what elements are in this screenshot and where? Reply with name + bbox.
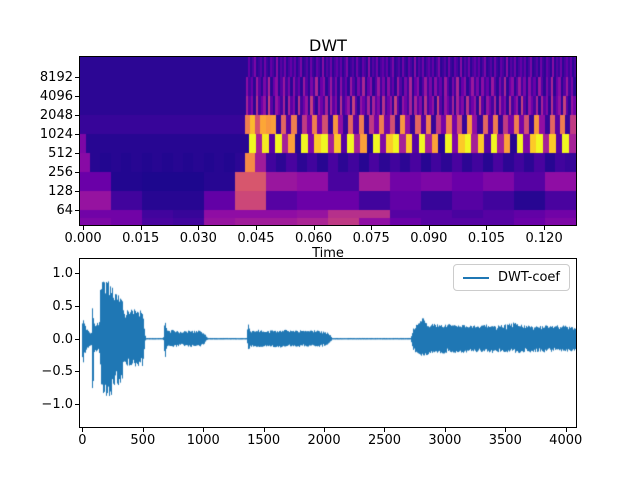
tick-mark bbox=[384, 428, 386, 432]
x-tick-label: 3500 bbox=[488, 433, 522, 448]
tick-mark bbox=[505, 428, 507, 432]
x-tick-label: 0.075 bbox=[352, 231, 390, 246]
tick-mark bbox=[198, 226, 200, 230]
x-tick-label: 0.090 bbox=[410, 231, 448, 246]
chart-title: DWT bbox=[309, 36, 347, 55]
x-axis-label-time: Time bbox=[312, 246, 344, 261]
x-tick-label: 1000 bbox=[186, 433, 220, 448]
tick-mark bbox=[75, 404, 79, 406]
y-tick-label: 2048 bbox=[39, 108, 73, 123]
y-tick-label: 512 bbox=[48, 146, 73, 161]
tick-mark bbox=[444, 428, 446, 432]
tick-mark bbox=[82, 428, 84, 432]
dwt-scalogram-heatmap bbox=[80, 57, 576, 225]
y-tick-label: 128 bbox=[48, 184, 73, 199]
y-tick-label: 0.0 bbox=[52, 331, 73, 347]
x-tick-label: 2500 bbox=[367, 433, 402, 448]
tick-mark bbox=[486, 226, 488, 230]
dwt-heatmap-axes bbox=[79, 56, 577, 226]
y-tick-label: 1024 bbox=[39, 127, 73, 142]
y-tick-label: 64 bbox=[56, 203, 73, 218]
y-tick-label: −1.0 bbox=[41, 397, 73, 413]
x-tick-label: 1500 bbox=[247, 433, 281, 448]
tick-mark bbox=[255, 226, 257, 230]
tick-mark bbox=[371, 226, 373, 230]
tick-mark bbox=[75, 191, 79, 192]
tick-mark bbox=[75, 134, 79, 135]
x-tick-label: 0.045 bbox=[237, 231, 275, 246]
tick-mark bbox=[75, 172, 79, 173]
y-tick-label: 4096 bbox=[39, 89, 73, 104]
x-tick-label: 0.105 bbox=[467, 231, 506, 246]
x-tick-label: 0.000 bbox=[64, 231, 102, 246]
tick-mark bbox=[75, 371, 79, 373]
tick-mark bbox=[75, 273, 79, 275]
x-tick-label: 500 bbox=[130, 433, 156, 448]
x-tick-label: 0.015 bbox=[122, 231, 160, 246]
tick-mark bbox=[142, 428, 144, 432]
tick-mark bbox=[75, 115, 79, 116]
y-tick-label: 8192 bbox=[39, 70, 73, 85]
tick-mark bbox=[83, 226, 85, 230]
tick-mark bbox=[263, 428, 265, 432]
tick-mark bbox=[75, 306, 79, 308]
tick-mark bbox=[203, 428, 205, 432]
tick-mark bbox=[565, 428, 567, 432]
y-tick-label: −0.5 bbox=[41, 364, 73, 380]
tick-mark bbox=[313, 226, 315, 230]
x-tick-label: 0.060 bbox=[294, 231, 333, 246]
legend-line-sample bbox=[463, 276, 490, 279]
x-tick-label: 3000 bbox=[428, 433, 462, 448]
tick-mark bbox=[75, 153, 79, 154]
tick-mark bbox=[428, 226, 430, 230]
x-tick-label: 0 bbox=[78, 433, 87, 448]
tick-mark bbox=[75, 210, 79, 211]
tick-mark bbox=[75, 77, 79, 78]
tick-mark bbox=[75, 338, 79, 340]
y-tick-label: 1.0 bbox=[52, 266, 73, 282]
x-tick-label: 4000 bbox=[549, 433, 583, 448]
x-tick-label: 2000 bbox=[307, 433, 341, 448]
y-tick-label: 0.5 bbox=[52, 299, 73, 315]
waveform-axes: DWT-coef bbox=[79, 258, 577, 428]
x-tick-label: 0.120 bbox=[525, 231, 563, 246]
legend: DWT-coef bbox=[453, 264, 570, 291]
y-tick-label: 256 bbox=[48, 165, 73, 180]
tick-mark bbox=[140, 226, 142, 230]
legend-label: DWT-coef bbox=[498, 270, 560, 285]
x-tick-label: 0.030 bbox=[179, 231, 217, 246]
tick-mark bbox=[324, 428, 326, 432]
tick-mark bbox=[544, 226, 546, 230]
tick-mark bbox=[75, 96, 79, 97]
